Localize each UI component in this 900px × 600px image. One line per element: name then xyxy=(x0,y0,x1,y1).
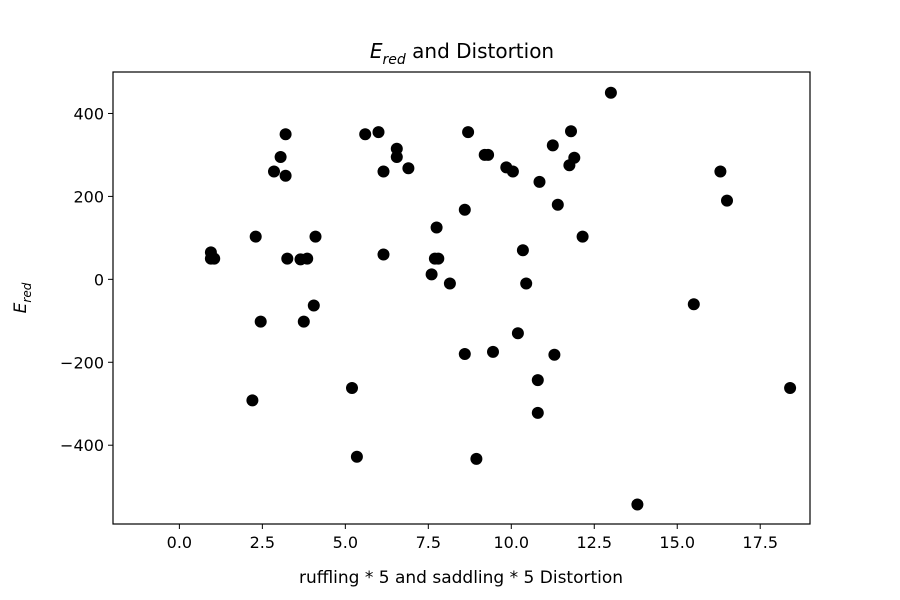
data-point-44 xyxy=(533,175,546,188)
x-tick-label: 15.0 xyxy=(659,533,695,552)
data-point-6 xyxy=(268,165,280,178)
data-point-53 xyxy=(631,498,644,511)
data-points xyxy=(204,86,797,511)
data-point-22 xyxy=(390,142,403,155)
data-point-57 xyxy=(784,382,797,394)
y-tick-label: 200 xyxy=(73,187,104,206)
data-point-42 xyxy=(531,374,544,387)
x-tick-label: 17.5 xyxy=(742,533,778,552)
data-point-15 xyxy=(309,230,322,243)
data-point-36 xyxy=(487,345,499,358)
data-point-41 xyxy=(520,277,533,290)
x-tick-label: 0.0 xyxy=(167,533,192,552)
data-point-9 xyxy=(279,169,292,182)
data-point-21 xyxy=(377,248,390,261)
data-point-24 xyxy=(402,162,415,175)
data-point-50 xyxy=(568,151,581,164)
y-tick-label: −400 xyxy=(60,436,104,455)
data-point-27 xyxy=(430,221,443,234)
plot-frame xyxy=(112,71,811,525)
data-point-30 xyxy=(458,348,471,360)
x-tick-label: 12.5 xyxy=(576,533,612,552)
x-tick-label: 2.5 xyxy=(250,533,275,552)
data-point-47 xyxy=(551,198,564,211)
data-point-12 xyxy=(297,315,310,328)
data-point-18 xyxy=(359,128,372,141)
data-point-51 xyxy=(576,230,589,243)
data-point-39 xyxy=(511,327,524,340)
data-point-8 xyxy=(279,128,292,141)
data-point-56 xyxy=(721,194,733,207)
data-point-25 xyxy=(425,268,438,281)
y-tick-label: 0 xyxy=(94,270,104,289)
data-point-40 xyxy=(516,244,529,257)
y-tick-label: −200 xyxy=(60,353,104,372)
y-axis: −400 −200 0 200 400 xyxy=(60,104,113,455)
data-point-33 xyxy=(470,452,483,465)
data-point-49 xyxy=(565,125,577,138)
data-point-19 xyxy=(372,126,385,139)
data-point-2 xyxy=(208,252,221,265)
x-tick-label: 7.5 xyxy=(416,533,441,552)
y-axis-label: Ered xyxy=(11,282,34,313)
data-point-55 xyxy=(714,165,727,178)
data-point-7 xyxy=(274,151,287,163)
chart-title: Ered and Distortion xyxy=(370,39,554,68)
data-point-28 xyxy=(432,252,445,265)
data-point-38 xyxy=(506,165,519,178)
data-point-35 xyxy=(482,148,495,161)
data-point-14 xyxy=(307,299,320,312)
x-axis: 0.0 2.5 5.0 7.5 10.0 12.5 15.0 17.5 xyxy=(167,524,778,552)
data-point-3 xyxy=(246,394,259,407)
data-point-5 xyxy=(254,315,267,328)
data-point-45 xyxy=(546,139,559,152)
data-point-4 xyxy=(249,230,262,243)
data-point-10 xyxy=(281,252,294,265)
data-point-54 xyxy=(687,298,700,311)
data-point-32 xyxy=(462,126,475,139)
data-point-31 xyxy=(458,203,471,216)
data-point-43 xyxy=(531,406,544,419)
x-tick-label: 5.0 xyxy=(333,533,358,552)
data-point-52 xyxy=(604,86,617,99)
data-point-16 xyxy=(346,382,358,394)
x-tick-label: 10.0 xyxy=(493,533,529,552)
x-axis-label: ruffling * 5 and saddling * 5 Distortion xyxy=(299,568,623,588)
data-point-23 xyxy=(390,151,403,163)
y-tick-label: 400 xyxy=(73,104,104,123)
data-point-17 xyxy=(350,450,363,463)
data-point-13 xyxy=(301,252,314,265)
data-point-20 xyxy=(377,165,390,178)
data-point-29 xyxy=(443,277,456,290)
data-point-46 xyxy=(548,348,561,361)
